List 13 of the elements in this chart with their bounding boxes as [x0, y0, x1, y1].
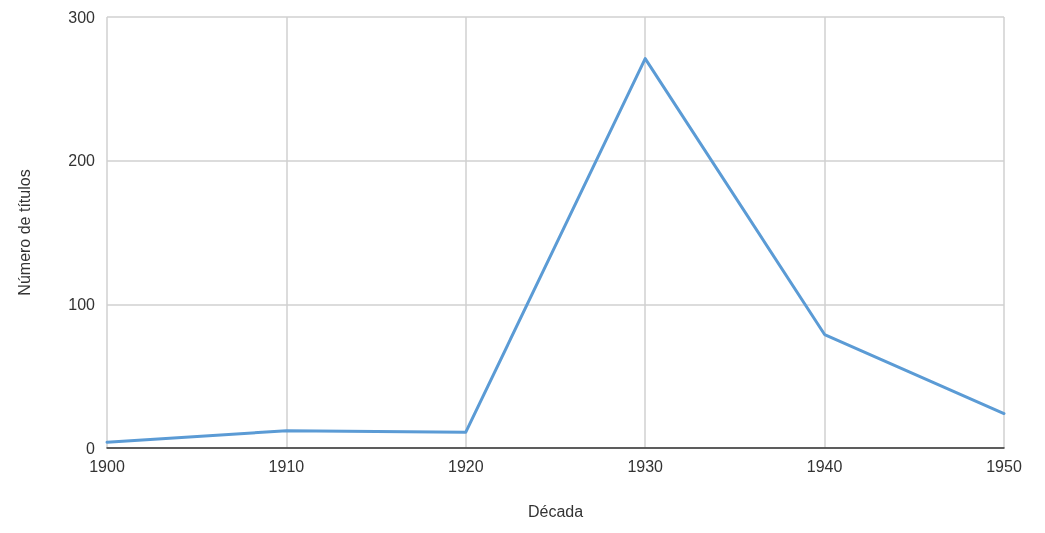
x-axis-title: Década — [527, 502, 584, 520]
y-tick-label: 200 — [68, 152, 96, 170]
x-tick-label: 1910 — [268, 457, 305, 475]
x-tick-label: 1950 — [986, 457, 1022, 475]
x-tick-label: 1930 — [627, 457, 664, 475]
y-axis-title: Número de títulos — [15, 169, 33, 296]
x-tick-label: 1900 — [89, 457, 125, 475]
y-tick-label: 300 — [68, 8, 96, 26]
y-tick-label: 0 — [86, 439, 96, 457]
line-series — [105, 57, 1006, 444]
y-tick-label: 100 — [68, 295, 96, 313]
x-tick-label: 1940 — [806, 457, 843, 475]
x-tick-label: 1920 — [448, 457, 484, 475]
